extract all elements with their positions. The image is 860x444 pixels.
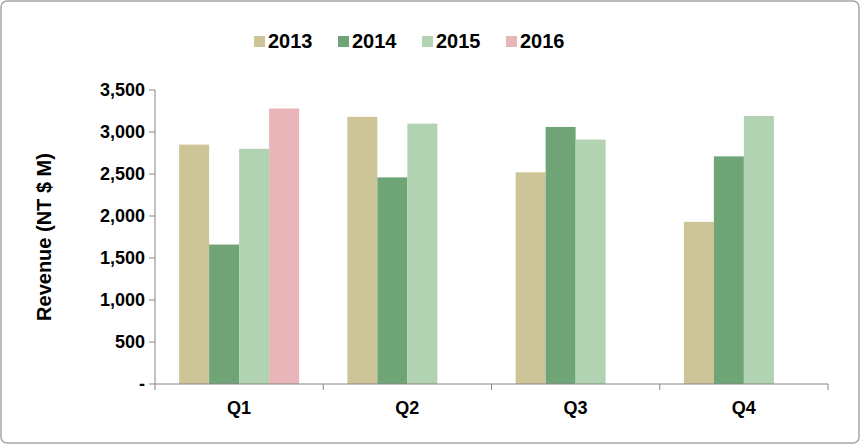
bar xyxy=(377,177,407,384)
y-tick xyxy=(149,300,155,301)
bars xyxy=(179,108,774,384)
legend-swatch xyxy=(338,36,349,47)
bar xyxy=(684,222,714,384)
y-tick-label: 2,000 xyxy=(100,206,145,226)
x-tick-label: Q4 xyxy=(732,398,756,418)
bar xyxy=(347,117,377,384)
bar xyxy=(744,116,774,384)
y-tick xyxy=(149,384,155,385)
legend-label: 2015 xyxy=(436,30,481,52)
chart-frame xyxy=(1,1,859,443)
y-tick-label: 1,500 xyxy=(100,248,145,268)
y-tick xyxy=(149,216,155,217)
bar xyxy=(407,124,437,384)
y-tick xyxy=(149,132,155,133)
x-tick-label: Q1 xyxy=(227,398,251,418)
bar xyxy=(209,245,239,384)
y-axis-line xyxy=(155,90,156,384)
y-axis-label: Revenue (NT $ M) xyxy=(33,153,55,321)
legend-label: 2016 xyxy=(520,30,565,52)
bar xyxy=(179,145,209,384)
x-tick-label: Q2 xyxy=(395,398,419,418)
x-category-divider xyxy=(155,384,156,390)
y-tick-label: 1,000 xyxy=(100,290,145,310)
bar xyxy=(269,108,299,384)
x-category-divider xyxy=(491,384,492,390)
legend: 2013 2014 2015 2016 xyxy=(254,30,565,52)
legend-swatch xyxy=(506,36,517,47)
y-tick-label: 3,000 xyxy=(100,122,145,142)
y-tick xyxy=(149,258,155,259)
y-tick-label: 3,500 xyxy=(100,80,145,100)
y-tick-label: 500 xyxy=(115,332,145,352)
bar xyxy=(239,149,269,384)
bar xyxy=(714,156,744,384)
bar xyxy=(546,127,576,384)
y-tick-label: 2,500 xyxy=(100,164,145,184)
bar xyxy=(576,140,606,384)
legend-label: 2013 xyxy=(268,30,313,52)
x-category-divider xyxy=(323,384,324,390)
bar xyxy=(516,172,546,384)
x-category-divider xyxy=(828,384,829,390)
legend-swatch xyxy=(422,36,433,47)
y-tick xyxy=(149,90,155,91)
y-tick xyxy=(149,342,155,343)
x-tick-label: Q3 xyxy=(564,398,588,418)
chart: - 500 1,000 1,500 2,000 2,500 3,000 3,500 Revenu… xyxy=(0,0,860,444)
x-category-divider xyxy=(659,384,660,390)
y-tick-label: - xyxy=(139,374,145,394)
y-tick xyxy=(149,174,155,175)
legend-label: 2014 xyxy=(352,30,397,52)
legend-swatch xyxy=(254,36,265,47)
